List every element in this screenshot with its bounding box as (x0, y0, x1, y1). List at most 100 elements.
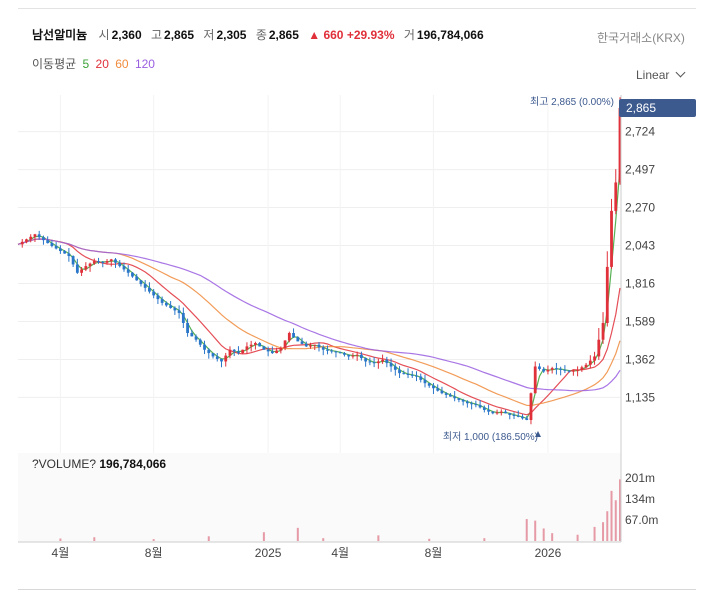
candle-body (605, 266, 609, 323)
candle-body (71, 256, 75, 265)
candle-body (296, 337, 300, 342)
candle-body (618, 108, 622, 183)
moving-average-legend: 이동평균 5 20 60 120 (32, 55, 158, 72)
candle-body (313, 344, 317, 346)
candle-body (499, 411, 503, 413)
candle-body (385, 359, 389, 364)
candle-body (249, 344, 253, 347)
volume-bar (322, 538, 325, 541)
volume-bar (551, 533, 554, 541)
candle-body (533, 366, 537, 394)
volume-title: ?VOLUME? (32, 457, 97, 471)
scale-value: Linear (636, 68, 670, 82)
candle-body (542, 368, 546, 372)
candle-body (207, 349, 211, 354)
scale-selector[interactable]: Linear (636, 67, 686, 82)
price-axis-labels: 1,135 1,362 1,589 1,816 2,043 2,270 2,497 2,724 (625, 125, 655, 405)
top-divider (18, 8, 696, 9)
candle-body (224, 355, 228, 362)
candle-body (105, 261, 109, 263)
open-label: 시 (98, 28, 110, 42)
candle-body (198, 339, 202, 345)
ma-label: 이동평균 (32, 57, 77, 71)
candle-body (279, 348, 283, 351)
volume-axis-labels: 201m 134m 67.0m (625, 471, 658, 527)
candle-body (415, 375, 418, 377)
candle-body (364, 358, 368, 362)
volume-value: 196,784,066 (416, 28, 484, 42)
candle-body (211, 353, 215, 357)
candle-body (114, 259, 117, 263)
current-price-tag (619, 99, 696, 117)
candle-body (614, 182, 618, 211)
candle-body (436, 388, 440, 391)
price-tick-label: 2,724 (625, 125, 655, 139)
candle-body (228, 349, 232, 356)
candle-body (571, 370, 575, 372)
close-value: 2,865 (268, 28, 299, 42)
candle-body (330, 350, 334, 352)
candle-body (131, 272, 134, 277)
candle-body (54, 246, 58, 249)
candle-body (309, 345, 312, 347)
volume-bar (593, 526, 596, 541)
candle-body (58, 248, 62, 252)
candle-body (580, 367, 584, 370)
candle-body (593, 356, 596, 361)
candle-body (88, 263, 92, 267)
candle-body (465, 401, 469, 404)
volume-panel-value: 196,784,066 (99, 457, 167, 471)
candle-body (152, 291, 156, 296)
candle-body (406, 373, 410, 375)
candle-body (190, 333, 194, 337)
time-axis-labels: 4월 8월 2025 4월 8월 2026 (52, 546, 562, 560)
candle-body (50, 243, 54, 247)
candle-body (42, 237, 45, 241)
candle-body (122, 266, 126, 270)
price-grid (18, 131, 620, 398)
candle-body (160, 299, 164, 303)
volume-bar (207, 536, 210, 541)
candle-body (92, 261, 96, 264)
time-tick-label: 2025 (255, 546, 282, 560)
volume-tick-label: 67.0m (625, 513, 658, 527)
candle-body (423, 379, 427, 384)
candle-body (203, 344, 206, 350)
volume-label: 거 (403, 28, 415, 42)
candle-body (181, 312, 185, 323)
candle-body (29, 236, 33, 240)
low-value: 2,305 (216, 28, 247, 42)
candle-body (351, 355, 355, 357)
candles (20, 97, 622, 425)
candle-body (143, 284, 147, 288)
candle-body (432, 385, 435, 389)
candle-body (559, 368, 563, 370)
price-tick-label: 1,135 (625, 390, 655, 404)
volume-bar (619, 479, 621, 541)
volume-panel-bg (18, 453, 621, 542)
candle-body (232, 349, 236, 352)
candle-body (487, 409, 490, 412)
candle-body (254, 343, 257, 345)
candle-body (241, 349, 245, 354)
candle-body (220, 358, 223, 362)
candle-body (389, 363, 393, 367)
candle-body (80, 269, 83, 273)
volume-bar (602, 522, 605, 541)
candle-body (75, 264, 79, 273)
volume-bar (610, 490, 613, 541)
candle-body (491, 411, 495, 414)
candle-body (139, 280, 143, 285)
candle-body (512, 414, 516, 416)
candle-body (334, 351, 338, 353)
candle-body (381, 359, 384, 362)
low-label: 저 (203, 28, 215, 42)
candle-body (504, 411, 507, 414)
candle-body (453, 396, 457, 399)
candle-body (84, 266, 88, 270)
price-tick-label: 1,362 (625, 352, 655, 366)
candle-body (538, 366, 541, 369)
candle-body (164, 302, 168, 306)
candle-body (173, 307, 177, 311)
